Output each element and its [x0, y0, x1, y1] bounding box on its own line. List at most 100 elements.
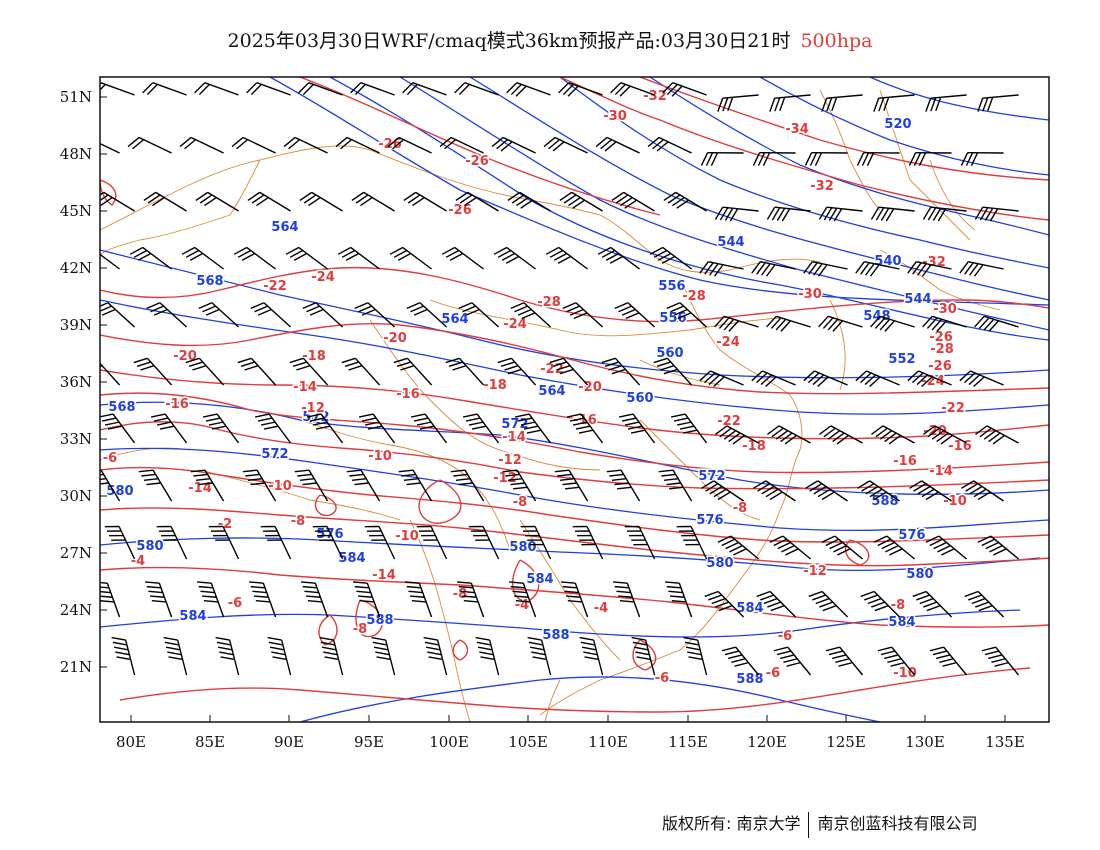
wind-barb	[300, 581, 329, 618]
wind-barb	[821, 535, 864, 560]
height-label: 580	[509, 540, 536, 555]
temperature-label: -8	[733, 501, 747, 516]
wind-barb	[611, 191, 655, 212]
wind-barb	[298, 82, 343, 96]
temperature-label: -8	[291, 514, 305, 529]
x-tick-label: 110E	[588, 733, 628, 751]
wind-barb	[653, 357, 693, 386]
wind-barb	[714, 206, 759, 222]
wind-barb	[354, 302, 396, 328]
temperature-contour	[100, 507, 1049, 567]
wind-barb	[475, 636, 500, 676]
wind-barb	[458, 302, 500, 328]
temperature-label: -8	[453, 587, 467, 602]
height-label: 572	[698, 469, 725, 484]
wind-barb	[138, 469, 173, 502]
temperature-label: -16	[948, 439, 972, 454]
x-tick-label: 100E	[429, 733, 469, 751]
wind-barb	[100, 82, 135, 96]
y-tick-label: 42N	[60, 259, 92, 277]
x-tick-label: 125E	[826, 733, 866, 751]
height-label: 588	[736, 672, 763, 687]
height-label: 588	[366, 613, 393, 628]
temperature-label: -12	[803, 564, 827, 579]
boundary-line	[539, 679, 601, 722]
temperature-contour	[418, 479, 462, 524]
wind-barb	[163, 636, 188, 676]
wind-barb	[649, 246, 692, 270]
height-label: 548	[863, 309, 890, 324]
wind-barb	[960, 151, 1004, 166]
wind-barb	[773, 646, 812, 676]
temperature-label: -28	[682, 289, 706, 304]
height-label: 560	[626, 391, 653, 406]
wind-barb	[543, 136, 588, 154]
wind-barb	[961, 480, 1004, 502]
temperature-contour	[314, 494, 337, 517]
footer-separator	[808, 811, 810, 838]
height-contour	[869, 77, 1049, 121]
temperature-contour	[100, 392, 1049, 474]
temperature-label: -26	[448, 203, 472, 218]
wind-barb	[870, 315, 915, 332]
wind-barb	[127, 136, 172, 154]
wind-barb	[527, 636, 552, 676]
y-tick-label: 36N	[60, 373, 92, 391]
wind-barb	[144, 581, 173, 618]
x-tick-label: 95E	[354, 733, 384, 751]
wind-barb	[248, 581, 277, 618]
height-label: 560	[656, 346, 683, 361]
boundary-line	[639, 419, 761, 521]
wind-barb	[445, 357, 485, 386]
plot-area: 5205445405445485525605565565645645685685…	[100, 77, 1049, 722]
wind-barb	[769, 94, 811, 112]
height-label: 584	[888, 615, 915, 630]
copyright-right: 南京创蓝科技有限公司	[817, 814, 978, 833]
temperature-contour	[452, 639, 469, 661]
height-label: 580	[106, 484, 133, 499]
temperature-label: -32	[643, 89, 667, 104]
temperature-label: -20	[383, 331, 407, 346]
wind-barb	[508, 581, 537, 618]
wind-barb	[456, 581, 485, 618]
wind-barb	[704, 590, 745, 618]
wind-barb	[803, 370, 848, 388]
wind-barb	[100, 191, 135, 212]
wind-barb	[717, 535, 760, 560]
wind-barb	[579, 636, 604, 676]
height-label: 588	[871, 494, 898, 509]
y-tick-label: 51N	[60, 88, 92, 106]
height-label: 520	[884, 117, 911, 132]
wind-barb	[100, 581, 121, 618]
temperature-label: -14	[372, 568, 396, 583]
wind-barb	[751, 370, 796, 388]
wind-barb	[398, 469, 433, 502]
boundary-line	[679, 277, 803, 451]
wind-barb	[666, 302, 708, 328]
wind-barb	[450, 469, 485, 502]
wind-barb	[350, 82, 395, 96]
wind-barb	[190, 469, 225, 502]
wind-barb	[756, 590, 797, 618]
wind-barb	[803, 261, 848, 277]
wind-barb	[618, 413, 656, 444]
wind-barb	[507, 191, 551, 212]
temperature-label: -6	[655, 671, 669, 686]
wind-barb	[714, 315, 759, 332]
temperature-label: -12	[493, 471, 517, 486]
y-tick-label: 33N	[60, 430, 92, 448]
axes: 80E 85E 90E 95E 100E 105E 110E 115E 120E 125E 130E…	[60, 88, 1025, 751]
temperature-label: -6	[778, 629, 792, 644]
wind-barb	[670, 413, 708, 444]
height-label: 580	[906, 567, 933, 582]
temperature-contour	[100, 323, 1049, 395]
temperature-label: -16	[396, 387, 420, 402]
temperature-contour	[100, 369, 1049, 440]
wind-barb	[247, 191, 291, 212]
wind-barb	[142, 82, 187, 96]
wind-barb	[406, 302, 448, 328]
wind-barb	[468, 525, 500, 560]
wind-barb	[908, 151, 952, 166]
wind-barb	[319, 636, 344, 676]
wind-barb	[909, 480, 952, 502]
